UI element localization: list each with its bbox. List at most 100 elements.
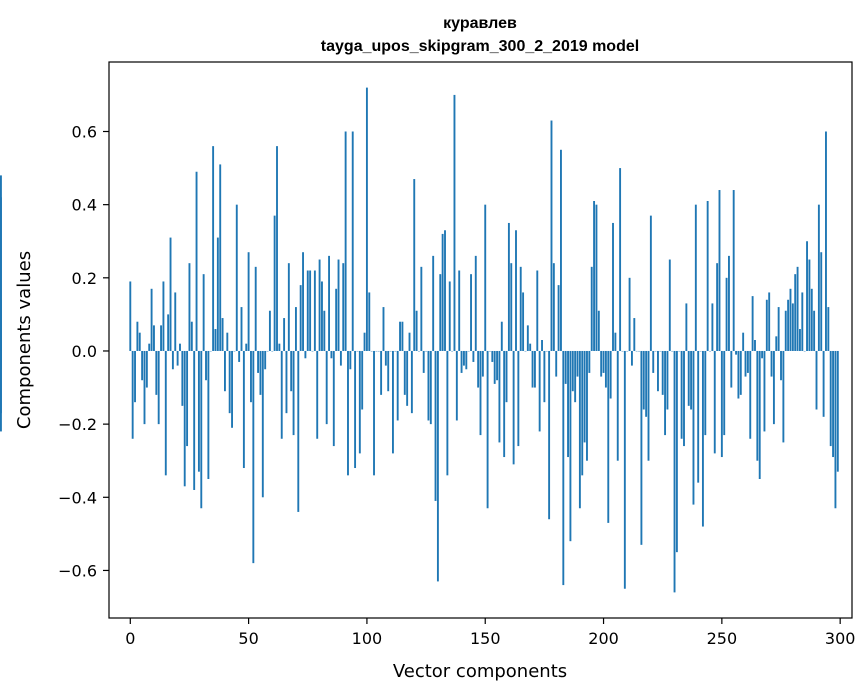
bar-190 bbox=[578, 350, 581, 509]
bar-55 bbox=[259, 350, 262, 395]
bar-23 bbox=[183, 350, 186, 487]
bar-265 bbox=[756, 350, 759, 461]
bar-280 bbox=[791, 303, 794, 351]
bar-89 bbox=[339, 350, 342, 366]
bar-183 bbox=[562, 350, 565, 586]
bar-100 bbox=[365, 87, 368, 351]
bar-64 bbox=[280, 350, 283, 439]
bar-2 bbox=[134, 350, 136, 403]
x-tick-label: 250 bbox=[707, 629, 738, 648]
bar-156 bbox=[498, 350, 501, 443]
bar-153 bbox=[491, 350, 494, 362]
bar-174 bbox=[541, 340, 543, 351]
bar-263 bbox=[751, 296, 754, 351]
bar-92 bbox=[347, 350, 349, 476]
bar-177 bbox=[548, 350, 551, 520]
bar-234 bbox=[683, 350, 685, 447]
bar-283 bbox=[799, 329, 801, 351]
bar-201 bbox=[604, 350, 607, 388]
bar-271 bbox=[770, 350, 773, 377]
bar-141 bbox=[462, 350, 465, 366]
bar-53 bbox=[254, 266, 257, 351]
bar-291 bbox=[817, 204, 820, 351]
bar-36 bbox=[214, 329, 217, 351]
bar-242 bbox=[701, 350, 704, 527]
bar-42 bbox=[228, 350, 231, 414]
bar-109 bbox=[387, 350, 390, 392]
bar-35 bbox=[212, 146, 215, 351]
bar-22 bbox=[181, 350, 184, 406]
y-tick-label: −0.6 bbox=[58, 561, 97, 580]
bar-282 bbox=[796, 266, 799, 351]
bar-168 bbox=[526, 325, 529, 351]
bar-289 bbox=[813, 310, 816, 351]
x-tick-label: 200 bbox=[588, 629, 619, 648]
bar-0 bbox=[129, 281, 132, 351]
bar-78 bbox=[313, 270, 316, 351]
bar-99 bbox=[363, 332, 366, 351]
bar-180 bbox=[555, 350, 558, 377]
bar-127 bbox=[429, 350, 432, 425]
bar-276 bbox=[782, 350, 785, 443]
bar-260 bbox=[744, 350, 747, 377]
bar-169 bbox=[529, 343, 532, 351]
bar-221 bbox=[652, 350, 655, 373]
x-tick-label: 0 bbox=[125, 629, 135, 648]
bar-21 bbox=[179, 343, 181, 351]
bar-140 bbox=[460, 350, 463, 373]
bar-196 bbox=[593, 201, 596, 351]
bar-73 bbox=[302, 252, 304, 351]
bar-40 bbox=[224, 350, 226, 392]
bar-37 bbox=[216, 237, 219, 351]
bar-295 bbox=[827, 307, 830, 351]
bar-132 bbox=[441, 233, 444, 351]
bar-26 bbox=[190, 321, 193, 351]
bar-5 bbox=[141, 350, 144, 381]
y-tick-label: 0.6 bbox=[72, 123, 97, 142]
bar-145 bbox=[472, 350, 475, 362]
bar-123 bbox=[420, 266, 423, 351]
bar-70 bbox=[294, 307, 297, 351]
bar-52 bbox=[252, 350, 255, 564]
bar-113 bbox=[396, 350, 399, 421]
bar-27 bbox=[193, 350, 196, 490]
bar-90 bbox=[342, 263, 345, 351]
bar-107 bbox=[382, 307, 385, 351]
bar-76 bbox=[309, 270, 312, 351]
x-tick-label: 300 bbox=[825, 629, 856, 648]
bar-292 bbox=[820, 252, 823, 351]
bar-166 bbox=[522, 292, 525, 351]
bar-115 bbox=[401, 321, 404, 351]
bar-175 bbox=[543, 350, 546, 403]
bar-111 bbox=[392, 350, 394, 454]
bar-7 bbox=[145, 350, 148, 388]
bar-103 bbox=[373, 350, 375, 476]
bar-95 bbox=[354, 350, 357, 469]
bar-87 bbox=[335, 288, 338, 351]
bar-59 bbox=[268, 310, 271, 351]
bar-197 bbox=[595, 204, 598, 351]
bar-225 bbox=[661, 350, 664, 395]
x-tick-label: 100 bbox=[352, 629, 383, 648]
bar-66 bbox=[285, 350, 288, 414]
bar-290 bbox=[815, 350, 818, 410]
bar-10 bbox=[153, 325, 155, 351]
bar-250 bbox=[720, 350, 723, 458]
bar-217 bbox=[642, 350, 645, 410]
bar-71 bbox=[297, 350, 300, 512]
y-tick-label: 0.2 bbox=[72, 269, 97, 288]
bar-80 bbox=[318, 259, 321, 351]
bar-235 bbox=[685, 303, 688, 351]
bar-223 bbox=[657, 350, 659, 392]
chart-title: куравлев bbox=[443, 15, 517, 32]
bar-186 bbox=[569, 350, 572, 542]
bar-29 bbox=[197, 350, 200, 472]
x-tick-label: 150 bbox=[470, 629, 501, 648]
bar-6 bbox=[143, 350, 146, 425]
bar-165 bbox=[519, 266, 522, 351]
bar-211 bbox=[628, 277, 631, 351]
bar-179 bbox=[552, 263, 555, 351]
bar-41 bbox=[226, 332, 229, 351]
bar-54 bbox=[257, 350, 260, 373]
bar-195 bbox=[590, 266, 593, 351]
